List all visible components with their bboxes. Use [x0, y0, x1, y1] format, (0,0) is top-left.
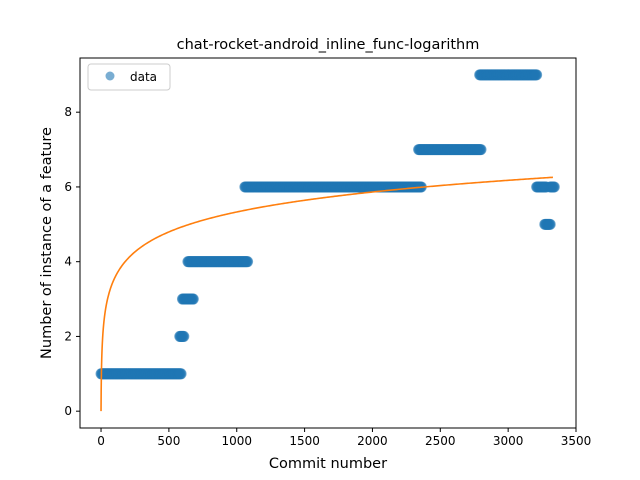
x-tick-label: 500	[157, 434, 180, 448]
data-point	[548, 181, 560, 193]
x-axis-label: Commit number	[269, 456, 387, 472]
x-tick-label: 3000	[493, 434, 524, 448]
legend-box	[87, 63, 171, 91]
data-point	[187, 293, 199, 305]
x-tick-label: 1500	[289, 434, 320, 448]
y-tick-label: 4	[64, 255, 72, 269]
data-point	[175, 368, 187, 380]
legend: data	[87, 63, 171, 91]
legend-label: data	[130, 70, 157, 84]
plot-area	[80, 58, 576, 428]
y-tick-label: 2	[64, 329, 72, 343]
x-axis: 0 500 1000 1500 2000 2500 3000 3500	[97, 428, 591, 448]
plot-frame	[79, 57, 577, 429]
x-tick-label: 3500	[561, 434, 592, 448]
fit-layer	[100, 176, 553, 412]
data-layer	[95, 69, 560, 380]
y-tick-label: 0	[64, 404, 72, 418]
y-axis: 0 2 4 6 8	[64, 105, 80, 418]
y-tick-label: 6	[64, 180, 72, 194]
legend-marker	[105, 71, 115, 81]
chart-title: chat-rocket-android_inline_func-logarith…	[177, 37, 480, 53]
data-point	[178, 330, 190, 342]
data-point	[544, 218, 556, 230]
x-tick-label: 1000	[221, 434, 252, 448]
fit-line	[100, 176, 553, 412]
data-point	[242, 256, 254, 268]
y-tick-label: 8	[64, 105, 72, 119]
data-point	[531, 69, 543, 81]
y-axis-label: Number of instance of a feature	[39, 127, 55, 359]
x-tick-label: 0	[97, 434, 105, 448]
data-point	[475, 144, 487, 156]
x-tick-label: 2000	[357, 434, 388, 448]
x-tick-label: 2500	[425, 434, 456, 448]
